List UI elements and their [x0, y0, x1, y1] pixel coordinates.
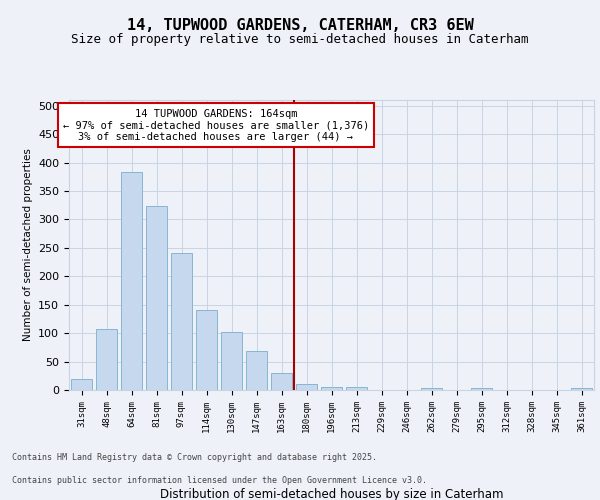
Bar: [96, 329, 117, 390]
Bar: [246, 351, 267, 390]
Text: Contains HM Land Registry data © Crown copyright and database right 2025.: Contains HM Land Registry data © Crown c…: [12, 454, 377, 462]
Bar: [346, 386, 367, 390]
Bar: [571, 388, 592, 390]
Y-axis label: Number of semi-detached properties: Number of semi-detached properties: [23, 148, 32, 342]
Bar: [71, 378, 92, 390]
Bar: [196, 310, 217, 390]
Bar: [421, 388, 442, 390]
Bar: [171, 253, 192, 390]
Bar: [321, 386, 342, 390]
Bar: [296, 384, 317, 390]
X-axis label: Distribution of semi-detached houses by size in Caterham: Distribution of semi-detached houses by …: [160, 488, 503, 500]
Text: 14 TUPWOOD GARDENS: 164sqm
← 97% of semi-detached houses are smaller (1,376)
3% : 14 TUPWOOD GARDENS: 164sqm ← 97% of semi…: [63, 108, 369, 142]
Text: 14, TUPWOOD GARDENS, CATERHAM, CR3 6EW: 14, TUPWOOD GARDENS, CATERHAM, CR3 6EW: [127, 18, 473, 32]
Text: Size of property relative to semi-detached houses in Caterham: Size of property relative to semi-detach…: [71, 32, 529, 46]
Bar: [121, 172, 142, 390]
Text: Contains public sector information licensed under the Open Government Licence v3: Contains public sector information licen…: [12, 476, 427, 485]
Bar: [471, 388, 492, 390]
Bar: [146, 206, 167, 390]
Bar: [221, 332, 242, 390]
Bar: [271, 373, 292, 390]
